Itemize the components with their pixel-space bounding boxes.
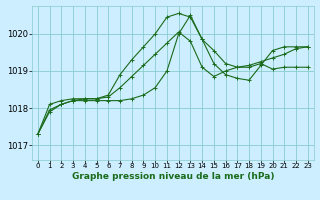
X-axis label: Graphe pression niveau de la mer (hPa): Graphe pression niveau de la mer (hPa) — [72, 172, 274, 181]
